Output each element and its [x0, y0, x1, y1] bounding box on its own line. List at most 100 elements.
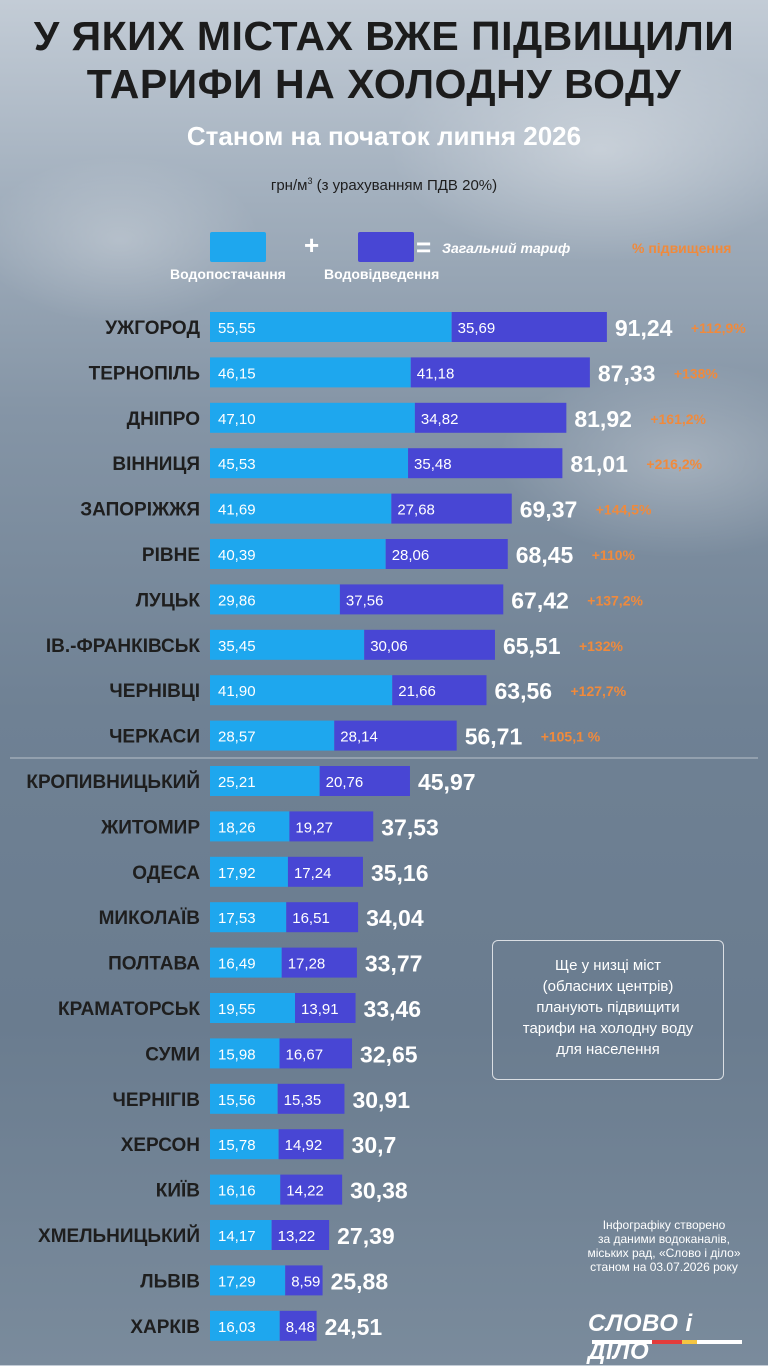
increase-label: +132% [579, 638, 624, 654]
bar-supply-label: 16,03 [218, 1319, 256, 1336]
legend-total-label: Загальний тариф [442, 240, 571, 256]
bar-supply-label: 17,92 [218, 865, 256, 882]
bar-supply [210, 357, 411, 388]
total-label: 45,97 [418, 769, 476, 795]
legend-supply-label: Водопостачання [170, 266, 286, 282]
city-label: КРАМАТОРСЬК [58, 999, 200, 1020]
bar-drainage [408, 448, 563, 479]
increase-label: +105,1 % [541, 729, 601, 745]
bar-supply [210, 766, 320, 796]
city-label: ІВ.-ФРАНКІВСЬК [46, 636, 201, 657]
bar-drainage-label: 14,92 [285, 1137, 323, 1154]
city-label: ЗАПОРІЖЖЯ [80, 500, 200, 521]
bar-supply [210, 902, 287, 933]
units-main: грн/м [270, 177, 308, 194]
bar-drainage-label: 8,48 [286, 1319, 315, 1336]
note-line-1: Ще у низці міст [555, 957, 661, 974]
city-label: ДНІПРО [127, 409, 200, 430]
city-label: ЛЬВІВ [140, 1271, 200, 1292]
bar-drainage [271, 1220, 330, 1250]
source-line-3: міських рад, «Слово і діло» [587, 1246, 741, 1260]
total-label: 67,42 [511, 587, 569, 613]
legend-drainage-label: Водовідведення [324, 266, 440, 282]
increase-label: +161,2% [650, 411, 706, 427]
bar-drainage [287, 856, 363, 887]
bar-drainage [279, 1310, 317, 1341]
bar-supply-label: 15,78 [218, 1137, 256, 1154]
subtitle: Станом на початок липня 2026 [186, 121, 582, 151]
bar-drainage-label: 15,35 [284, 1092, 322, 1109]
total-label: 81,92 [574, 406, 632, 432]
bar-drainage-label: 27,68 [397, 502, 435, 519]
total-label: 24,51 [325, 1314, 383, 1340]
bar-drainage-label: 41,18 [417, 365, 455, 382]
bar-drainage-label: 13,22 [278, 1228, 316, 1245]
total-label: 30,91 [352, 1087, 410, 1113]
bar-drainage [364, 629, 495, 660]
city-label: ТЕРНОПІЛЬ [89, 363, 200, 384]
units-note: (з урахуванням ПДВ 20%) [312, 177, 498, 194]
bar-supply-label: 41,69 [218, 502, 256, 519]
city-label: РІВНЕ [142, 545, 200, 566]
total-label: 34,04 [366, 905, 424, 931]
bar-supply-label: 25,21 [218, 774, 256, 791]
bar-supply-label: 29,86 [218, 592, 256, 609]
city-label: ЖИТОМИР [100, 817, 200, 838]
bar-supply [210, 493, 392, 524]
bar-drainage [281, 947, 357, 978]
bar-supply [210, 720, 335, 751]
bar-supply [210, 1220, 272, 1250]
total-label: 32,65 [360, 1041, 418, 1067]
bar-drainage [285, 1265, 323, 1296]
increase-label: +112,9% [691, 320, 746, 336]
total-label: 25,88 [331, 1268, 389, 1294]
bar-supply-label: 14,17 [218, 1228, 256, 1245]
total-label: 30,7 [352, 1132, 397, 1158]
bar-drainage [277, 1083, 345, 1114]
city-label: ПОЛТАВА [108, 954, 200, 975]
units-superscript: 3 [307, 176, 313, 186]
bar-drainage-label: 30,06 [370, 638, 408, 655]
bar-drainage-label: 17,24 [294, 865, 332, 882]
bar-drainage [414, 402, 567, 433]
city-label: ВІННИЦЯ [112, 454, 200, 475]
bar-drainage [391, 493, 512, 524]
bar-supply-label: 35,45 [218, 638, 256, 655]
title-line-1: У ЯКИХ МІСТАХ ВЖЕ ПІДВИЩИЛИ [33, 13, 735, 59]
increase-label: +138% [674, 365, 719, 381]
city-label: ЧЕРНІГІВ [113, 1090, 200, 1111]
page-title: У ЯКИХ МІСТАХ ВЖЕ ПІДВИЩИЛИ ТАРИФИ НА ХО… [0, 12, 768, 108]
city-label: СУМИ [145, 1044, 200, 1065]
city-label: ЛУЦЬК [136, 590, 201, 611]
bar-drainage-label: 8,59 [291, 1273, 320, 1290]
bar-drainage-label: 20,76 [326, 774, 364, 791]
bar-drainage [286, 902, 359, 933]
bar-supply-label: 15,56 [218, 1092, 256, 1109]
bar-supply [210, 402, 415, 433]
bar-supply-label: 40,39 [218, 547, 256, 564]
bar-supply [210, 1265, 286, 1296]
city-label: ХЕРСОН [121, 1135, 200, 1156]
bar-supply-label: 16,49 [218, 956, 256, 973]
bar-supply-label: 19,55 [218, 1001, 256, 1018]
bar-supply-label: 17,53 [218, 910, 256, 927]
bar-supply [210, 856, 288, 887]
bar-drainage-label: 35,69 [458, 320, 496, 337]
total-label: 27,39 [337, 1223, 395, 1249]
bar-supply [210, 1083, 278, 1114]
source-line-2: за даними водоканалів, [598, 1232, 730, 1246]
city-label: МИКОЛАЇВ [99, 908, 200, 929]
bar-drainage-label: 35,48 [414, 456, 452, 473]
total-label: 65,51 [503, 633, 561, 659]
bar-supply [210, 584, 340, 615]
city-label: ЧЕРКАСИ [109, 727, 200, 748]
total-label: 35,16 [371, 860, 429, 886]
title-line-2: ТАРИФИ НА ХОЛОДНУ ВОДУ [86, 61, 682, 107]
legend-equals: = [416, 232, 432, 262]
bar-drainage-label: 37,56 [346, 592, 384, 609]
total-label: 91,24 [615, 315, 673, 341]
bar-drainage-label: 13,91 [301, 1001, 339, 1018]
bar-supply-label: 47,10 [218, 411, 256, 428]
bar-drainage [392, 675, 487, 706]
source-line-4: станом на 03.07.2026 року [590, 1260, 738, 1274]
